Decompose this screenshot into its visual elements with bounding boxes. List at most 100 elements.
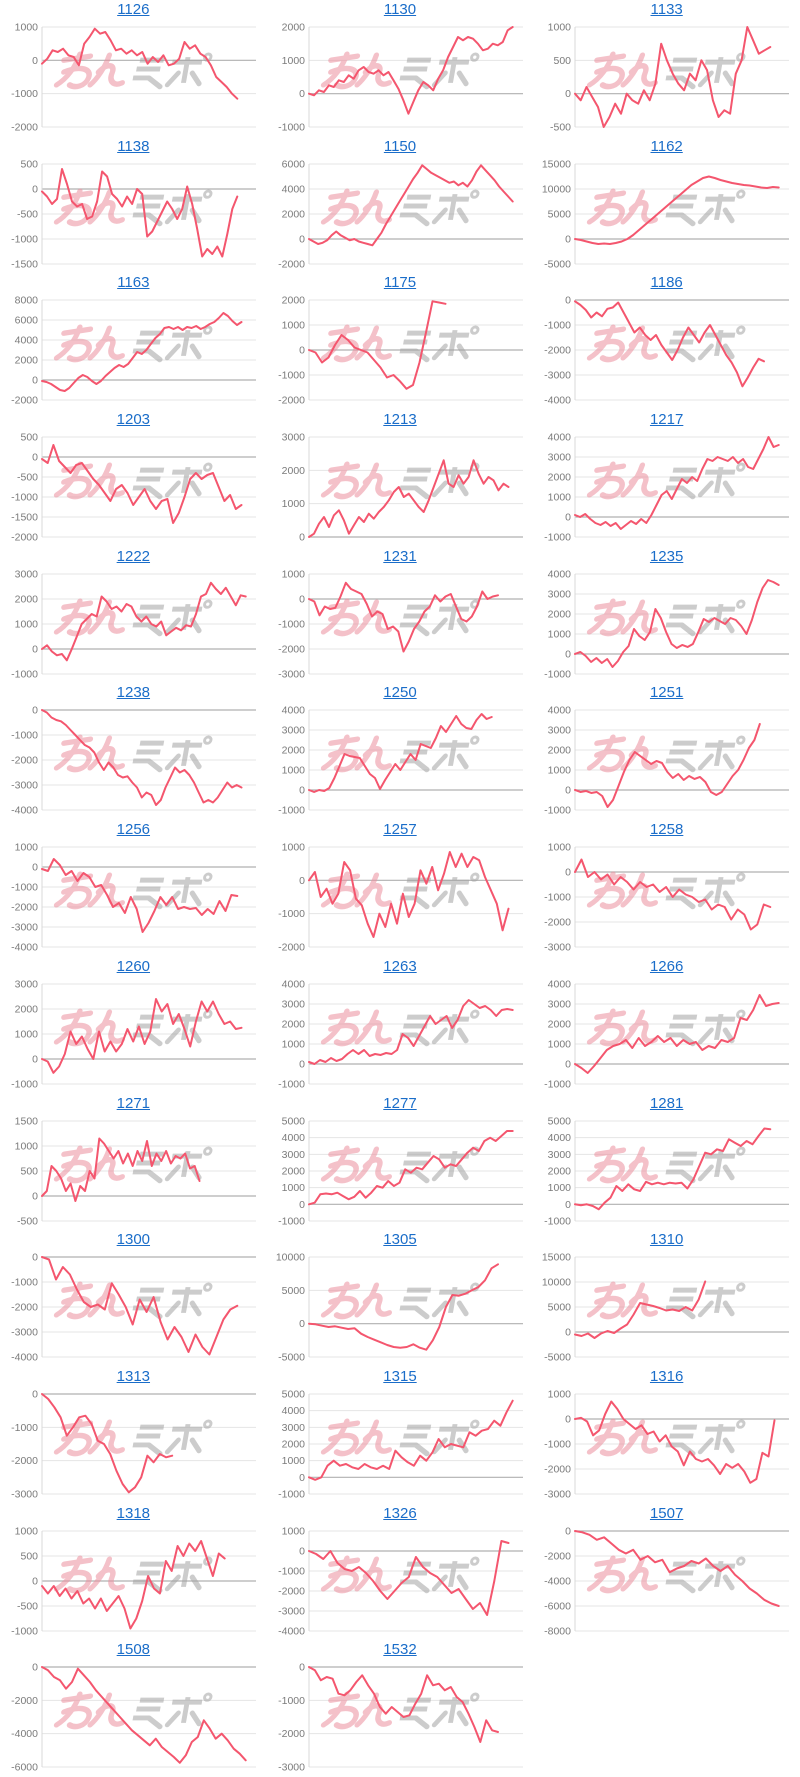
gridlines: [575, 1529, 790, 1632]
gridlines: [308, 983, 523, 1085]
y-tick-label: -3000: [11, 781, 38, 792]
y-tick-label: 6000: [281, 159, 304, 170]
watermark-logo: [323, 1694, 478, 1727]
y-tick-label: -3000: [278, 1763, 305, 1774]
y-tick-label: 0: [32, 56, 38, 67]
y-tick-label: 4000: [548, 433, 571, 444]
y-tick-label: 0: [32, 863, 38, 874]
chart-link-1231[interactable]: 1231: [383, 547, 417, 565]
chart-link-1150[interactable]: 1150: [383, 137, 417, 155]
chart-link-1186[interactable]: 1186: [650, 274, 683, 292]
gridlines: [41, 573, 256, 675]
y-tick-label: 1000: [548, 1183, 571, 1194]
chart-link-1130[interactable]: 1130: [383, 1, 417, 18]
y-tick-label: -1500: [11, 259, 38, 270]
profit-line: [574, 436, 781, 531]
profit-line: [574, 858, 772, 931]
sparkline-chart: 1000 0 -1000 -2000 -3000 -4000: [11, 843, 256, 954]
profit-line: [40, 1666, 247, 1765]
sparkline-chart: 2000 1000 0 -1000: [278, 23, 523, 133]
chart-tile: 1213 3000 2000 1000 0: [267, 410, 534, 547]
chart-tile: 1138 500 0 -500 -1000 -1500: [0, 137, 267, 274]
chart-link-1507[interactable]: 1507: [649, 1504, 684, 1522]
chart-link-1213[interactable]: 1213: [383, 411, 417, 429]
chart-link-1508[interactable]: 1508: [116, 1641, 151, 1659]
chart-link-1318[interactable]: 1318: [116, 1504, 151, 1522]
chart-link-1305[interactable]: 1305: [383, 1231, 417, 1249]
chart-link-1126[interactable]: 1126: [117, 1, 150, 18]
chart-link-1235[interactable]: 1235: [649, 547, 684, 565]
chart-tile: 1313 0 -1000 -2000 -3000: [0, 1367, 267, 1504]
chart-link-1238[interactable]: 1238: [116, 684, 151, 702]
chart-link-1316[interactable]: 1316: [649, 1367, 684, 1385]
chart-link-1250[interactable]: 1250: [383, 684, 417, 702]
y-tick-label: 0: [299, 533, 305, 544]
y-tick-label: 3000: [548, 726, 571, 737]
y-tick-label: 2000: [281, 1166, 304, 1177]
y-tick-label: 1000: [15, 1526, 38, 1537]
chart-link-1532[interactable]: 1532: [383, 1641, 417, 1659]
chart-link-1260[interactable]: 1260: [116, 957, 151, 975]
profit-line: [307, 1666, 499, 1744]
chart-link-1251[interactable]: 1251: [649, 684, 684, 702]
watermark-logo: [323, 1558, 478, 1591]
chart-link-1263[interactable]: 1263: [383, 957, 417, 975]
y-tick-label: -2000: [278, 259, 305, 270]
watermark-logo: [590, 1148, 745, 1181]
chart-link-1203[interactable]: 1203: [116, 411, 151, 429]
y-tick-label: -5000: [544, 1353, 571, 1364]
y-tick-label: -2000: [11, 1696, 38, 1707]
chart-link-1271[interactable]: 1271: [116, 1094, 151, 1112]
profit-line: [40, 1137, 201, 1202]
y-tick-label: 3000: [281, 726, 304, 737]
y-tick-label: 1000: [281, 1526, 304, 1537]
sparkline-chart: 0 -1000 -2000 -3000: [11, 1389, 256, 1500]
y-tick-label: 2000: [548, 1019, 571, 1030]
y-tick-label: -2000: [11, 122, 38, 133]
y-tick-label: 1000: [281, 56, 304, 67]
y-tick-label: 0: [565, 513, 571, 524]
watermark-logo: [590, 874, 745, 907]
chart-link-1256[interactable]: 1256: [116, 821, 151, 839]
chart-link-1217[interactable]: 1217: [649, 411, 684, 429]
y-tick-label: 10000: [275, 1253, 304, 1264]
chart-link-1300[interactable]: 1300: [116, 1231, 151, 1249]
chart-link-1310[interactable]: 1310: [649, 1231, 684, 1249]
y-tick-label: 0: [32, 1576, 38, 1587]
profit-line: [307, 1399, 514, 1481]
profit-line: [574, 1280, 707, 1340]
y-tick-label: -6000: [544, 1601, 571, 1612]
y-tick-label: 3000: [15, 569, 38, 580]
chart-link-1175[interactable]: 1175: [383, 274, 417, 292]
chart-link-1163[interactable]: 1163: [117, 274, 150, 292]
sparkline-chart: 0 -1000 -2000 -3000 -4000: [11, 1253, 256, 1364]
sparkline-chart: 1000 0 -1000 -2000: [278, 843, 523, 954]
chart-link-1326[interactable]: 1326: [383, 1504, 417, 1522]
y-tick-label: 10000: [542, 184, 571, 195]
y-tick-label: -3000: [11, 1489, 38, 1500]
y-tick-label: 0: [32, 1663, 38, 1674]
chart-link-1258[interactable]: 1258: [649, 821, 684, 839]
chart-link-1222[interactable]: 1222: [116, 547, 151, 565]
y-tick-label: -1000: [544, 806, 571, 817]
chart-link-1277[interactable]: 1277: [383, 1094, 417, 1112]
chart-link-1313[interactable]: 1313: [116, 1367, 151, 1385]
chart-link-1281[interactable]: 1281: [649, 1094, 684, 1112]
chart-link-1133[interactable]: 1133: [650, 1, 683, 18]
sparkline-chart: 8000 6000 4000 2000 0 -2000: [11, 296, 256, 407]
chart-link-1162[interactable]: 1162: [650, 137, 683, 155]
y-tick-label: 500: [554, 56, 572, 67]
chart-link-1315[interactable]: 1315: [383, 1367, 417, 1385]
sparkline-chart: 1500 1000 500 0 -500: [15, 1116, 256, 1227]
y-tick-label: 1000: [15, 843, 38, 854]
y-tick-label: 0: [299, 1663, 305, 1674]
sparkline-chart: 0 -1000 -2000 -3000 -4000: [11, 706, 256, 817]
chart-link-1138[interactable]: 1138: [117, 137, 150, 155]
watermark-logo: [56, 1558, 211, 1591]
y-tick-label: 1000: [281, 1039, 304, 1050]
y-tick-label: -2000: [11, 903, 38, 914]
y-tick-label: -1000: [11, 883, 38, 894]
y-tick-label: 15000: [542, 1253, 571, 1264]
chart-link-1257[interactable]: 1257: [383, 821, 417, 839]
chart-link-1266[interactable]: 1266: [649, 957, 684, 975]
